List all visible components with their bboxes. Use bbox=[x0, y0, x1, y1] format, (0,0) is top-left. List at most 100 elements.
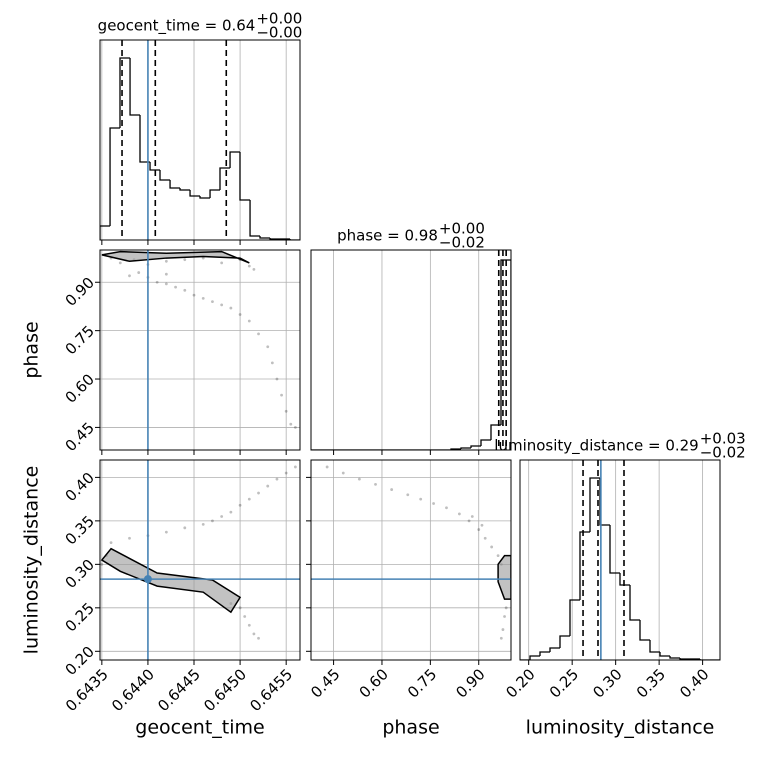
sample-point bbox=[445, 506, 448, 510]
hist-bin bbox=[189, 190, 200, 197]
sample-point bbox=[257, 636, 260, 640]
sample-point bbox=[257, 491, 260, 495]
hist-bin bbox=[490, 424, 501, 440]
sample-point bbox=[293, 426, 297, 429]
sample-point bbox=[238, 606, 242, 610]
hist-bin bbox=[229, 151, 240, 168]
hist-bin bbox=[559, 635, 570, 648]
sample-point bbox=[247, 264, 251, 268]
sample-point bbox=[499, 636, 503, 640]
y-tick-label: 0.40 bbox=[62, 469, 98, 505]
y-tick-label: 0.90 bbox=[62, 274, 98, 310]
hist-bin bbox=[179, 188, 191, 191]
x-axis-label: luminosity_distance bbox=[526, 717, 715, 739]
hist-bin bbox=[149, 162, 160, 171]
x-tick-label: 0.6440 bbox=[108, 665, 158, 715]
hist-bin bbox=[460, 447, 471, 449]
panel-frame bbox=[310, 249, 512, 451]
title-lower: −0.02 bbox=[700, 444, 746, 462]
sample-point bbox=[419, 497, 423, 501]
sample-point bbox=[164, 272, 168, 276]
x-tick-label: 0.30 bbox=[589, 665, 625, 701]
panel-title: luminosity_distance = 0.29 +0.03−0.02 bbox=[494, 430, 745, 462]
sample-point bbox=[174, 285, 177, 289]
panel-title: geocent_time = 0.64 +0.00−0.00 bbox=[98, 10, 303, 42]
panel bbox=[100, 250, 300, 450]
sample-point bbox=[284, 409, 288, 413]
sample-point bbox=[118, 261, 122, 265]
hist-bin bbox=[119, 57, 131, 128]
sample-point bbox=[284, 471, 288, 475]
y-tick-label: 0.35 bbox=[62, 512, 98, 548]
sample-point bbox=[238, 503, 242, 507]
x-tick-label: 0.35 bbox=[633, 665, 669, 701]
x-tick-label: 0.75 bbox=[404, 665, 440, 701]
title-text: geocent_time = 0.64 bbox=[98, 17, 256, 36]
panel-frame bbox=[519, 459, 721, 661]
hist-bin bbox=[679, 658, 690, 660]
sample-point bbox=[183, 288, 187, 292]
hist-bin bbox=[569, 599, 580, 636]
hist-bin bbox=[269, 238, 280, 240]
hist-bin bbox=[549, 647, 560, 652]
hist-bin bbox=[659, 652, 670, 657]
hist-bin bbox=[480, 439, 491, 446]
hist-bin bbox=[169, 180, 180, 189]
sample-point bbox=[247, 623, 251, 627]
hist-bin bbox=[139, 115, 151, 163]
sample-point bbox=[201, 522, 205, 526]
hist-bin bbox=[289, 239, 300, 240]
sample-point bbox=[457, 512, 461, 516]
hist-bin bbox=[649, 640, 660, 653]
hist-bin bbox=[539, 651, 550, 656]
sample-point bbox=[289, 422, 293, 426]
x-tick-label: 0.40 bbox=[676, 665, 712, 701]
title-text: phase = 0.98 bbox=[337, 227, 438, 245]
sample-point bbox=[220, 261, 224, 265]
hist-bin bbox=[100, 225, 111, 240]
y-tick-label: 0.45 bbox=[62, 419, 98, 455]
sample-point bbox=[211, 300, 214, 304]
sample-point bbox=[390, 488, 394, 491]
y-axis-label: luminosity_distance bbox=[21, 466, 43, 655]
panel bbox=[100, 40, 300, 240]
hist-bin bbox=[619, 573, 630, 586]
title-lower: −0.02 bbox=[439, 234, 485, 252]
truth-point bbox=[143, 575, 152, 584]
sample-point bbox=[503, 615, 506, 618]
sample-point bbox=[183, 526, 187, 530]
sample-point bbox=[266, 345, 270, 349]
hist-bin bbox=[219, 167, 231, 190]
x-tick-label: 0.6445 bbox=[154, 665, 204, 715]
hist-bin bbox=[249, 200, 260, 237]
sample-point bbox=[501, 628, 505, 631]
sample-point bbox=[211, 519, 214, 523]
sample-point bbox=[128, 536, 131, 540]
panel-frame bbox=[310, 459, 512, 661]
panel bbox=[520, 460, 720, 660]
sample-point bbox=[220, 515, 224, 518]
x-tick-label: 0.60 bbox=[356, 665, 392, 701]
sample-point bbox=[238, 313, 242, 316]
sample-point bbox=[357, 477, 361, 481]
sample-point bbox=[293, 465, 297, 469]
sample-point bbox=[201, 256, 205, 260]
x-axis-label: geocent_time bbox=[135, 717, 264, 739]
sample-point bbox=[467, 519, 471, 523]
sample-point bbox=[155, 280, 159, 284]
x-tick-label: 0.45 bbox=[307, 665, 343, 701]
x-tick-label: 0.90 bbox=[452, 665, 488, 701]
title-upper: +0.00 bbox=[439, 220, 485, 238]
title-lower: −0.00 bbox=[256, 24, 302, 42]
y-tick-label: 0.60 bbox=[62, 370, 98, 406]
y-tick-label: 0.75 bbox=[62, 322, 98, 358]
sample-point bbox=[100, 562, 104, 566]
sample-point bbox=[470, 515, 474, 518]
sample-point bbox=[243, 615, 247, 618]
contour bbox=[101, 250, 250, 264]
x-tick-label: 0.6455 bbox=[246, 665, 296, 715]
hist-bin bbox=[209, 189, 220, 198]
sample-point bbox=[325, 465, 329, 469]
sample-point bbox=[183, 258, 187, 262]
